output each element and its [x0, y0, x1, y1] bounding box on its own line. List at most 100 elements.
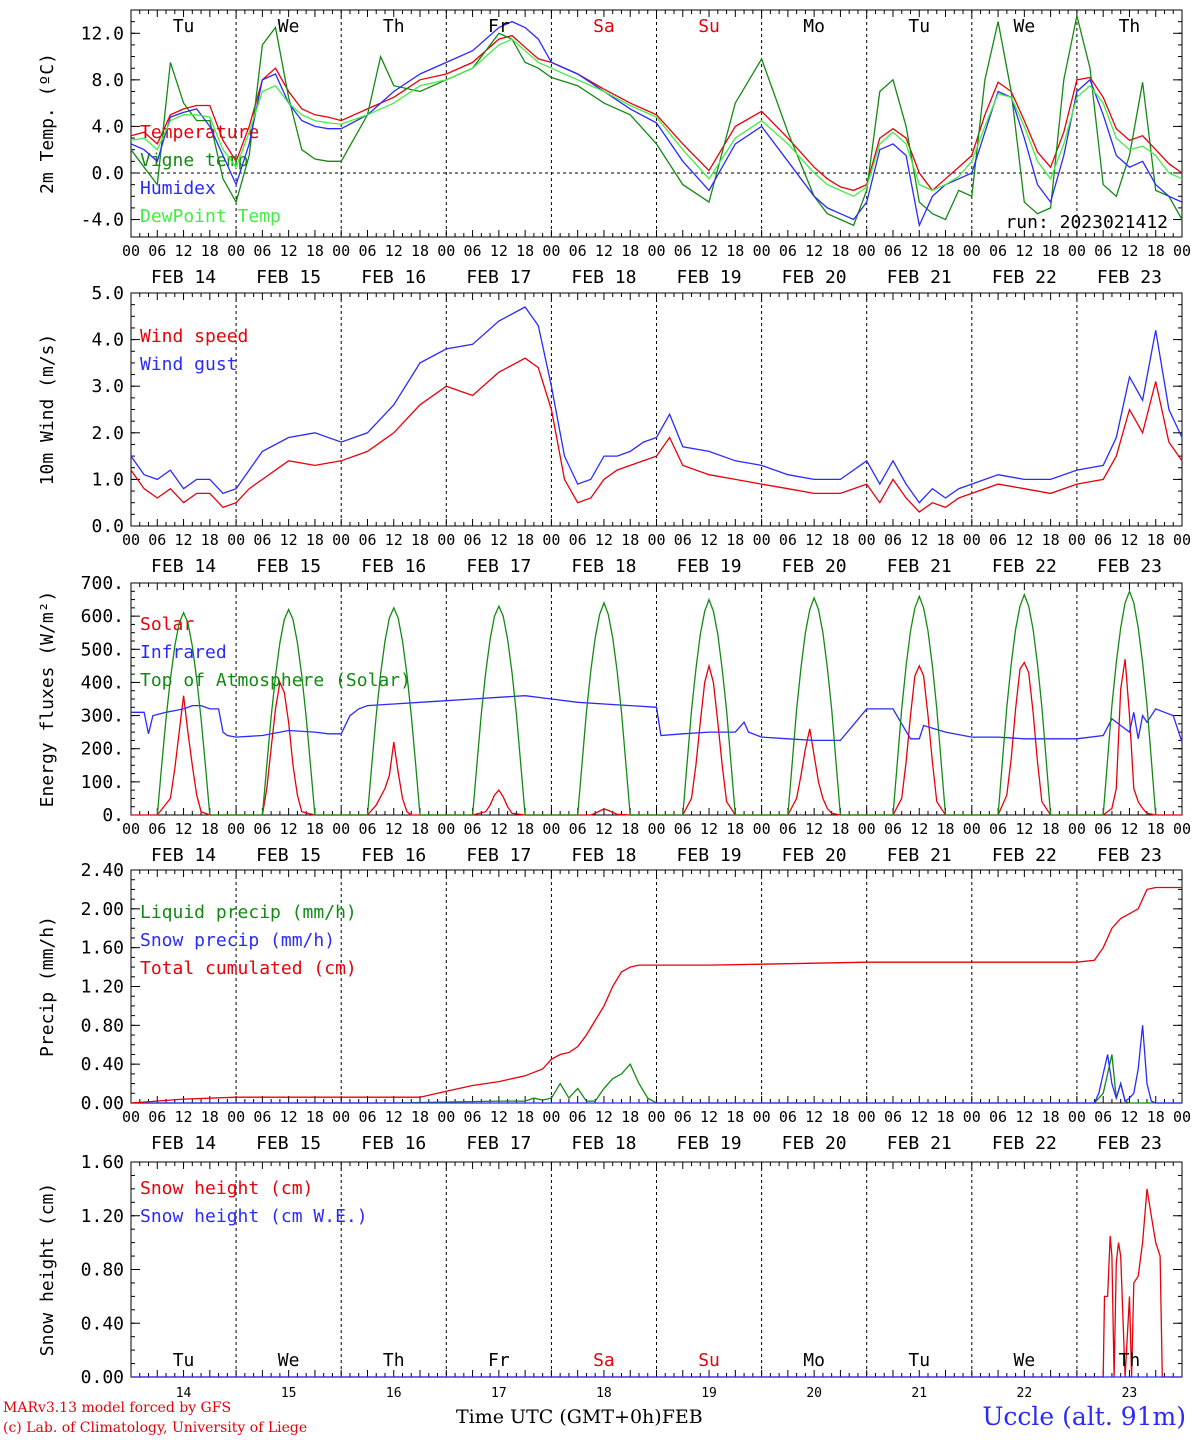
hour-label: 06 [148, 1108, 166, 1126]
hour-label: 18 [306, 1108, 324, 1126]
y-tick-label: 12.0 [81, 23, 124, 44]
hour-label: 18 [1042, 1108, 1060, 1126]
weekday-label: Fr [488, 1350, 510, 1371]
y-tick-label: 1.60 [81, 1152, 124, 1173]
date-label: FEB 23 [1097, 1133, 1162, 1154]
hour-label: 12 [280, 242, 298, 260]
hour-label: 18 [936, 1108, 954, 1126]
y-tick-label: 2.00 [81, 899, 124, 920]
hour-label: 18 [831, 242, 849, 260]
hour-label: 18 [621, 531, 639, 549]
hour-label: 00 [437, 242, 455, 260]
hour-label: 18 [411, 242, 429, 260]
hour-label: 00 [858, 820, 876, 838]
hour-label: 06 [358, 531, 376, 549]
date-label: FEB 17 [466, 1133, 531, 1154]
date-label: FEB 21 [887, 556, 952, 577]
date-label: FEB 14 [151, 1133, 216, 1154]
hour-label: 12 [1120, 242, 1138, 260]
legend-entry: Snow height (cm) [140, 1178, 313, 1199]
date-label: FEB 17 [466, 556, 531, 577]
hour-label: 18 [201, 531, 219, 549]
hour-label: 18 [831, 820, 849, 838]
date-label: FEB 14 [151, 556, 216, 577]
y-tick-label: 100. [81, 772, 124, 793]
hour-label: 12 [1120, 1108, 1138, 1126]
series-line [130, 38, 1183, 198]
hour-label: 00 [1068, 242, 1086, 260]
hour-label: 00 [1173, 820, 1191, 838]
hour-label: 18 [516, 242, 534, 260]
y-axis-label: Precip (mm/h) [37, 916, 58, 1057]
series-line [130, 20, 1183, 228]
hour-label: 18 [201, 820, 219, 838]
hour-label: 12 [910, 531, 928, 549]
hour-label: 06 [674, 531, 692, 549]
series-line [130, 34, 1183, 192]
hour-label: 18 [306, 242, 324, 260]
hour-label: 12 [175, 242, 193, 260]
weekday-label: Su [698, 16, 720, 37]
y-tick-label: 500. [81, 639, 124, 660]
hour-label: 00 [963, 531, 981, 549]
hour-label: 12 [910, 242, 928, 260]
hour-label: 06 [569, 1108, 587, 1126]
weekday-label: Sa [593, 16, 615, 37]
hour-label: 18 [1147, 1108, 1165, 1126]
hour-label: 12 [175, 531, 193, 549]
date-label: FEB 16 [361, 845, 426, 866]
y-axis-label: 10m Wind (m/s) [37, 334, 58, 486]
weekday-label: Tu [908, 1350, 930, 1371]
hour-label: 12 [805, 820, 823, 838]
day-number-label: 21 [911, 1386, 927, 1401]
hour-label: 12 [805, 1108, 823, 1126]
y-tick-label: 4.0 [91, 330, 124, 351]
hour-label: 00 [542, 531, 560, 549]
weekday-label: Th [383, 16, 405, 37]
hour-label: 12 [1015, 531, 1033, 549]
series-line [156, 589, 1157, 816]
date-label: FEB 16 [361, 1133, 426, 1154]
y-tick-label: 0. [102, 805, 124, 826]
y-tick-label: 700. [81, 573, 124, 594]
y-tick-label: 400. [81, 672, 124, 693]
hour-label: 18 [621, 242, 639, 260]
hour-label: 00 [227, 531, 245, 549]
weekday-label: Sa [593, 1350, 615, 1371]
weekday-label: Mo [803, 1350, 825, 1371]
date-label: FEB 22 [992, 1133, 1057, 1154]
hour-label: 12 [1120, 531, 1138, 549]
hour-label: 00 [122, 820, 140, 838]
hour-label: 12 [490, 1108, 508, 1126]
hour-label: 12 [175, 820, 193, 838]
weekday-label: Su [698, 1350, 720, 1371]
hour-label: 06 [779, 531, 797, 549]
hour-label: 12 [595, 531, 613, 549]
hour-label: 06 [779, 1108, 797, 1126]
date-label: FEB 15 [256, 1133, 321, 1154]
hour-label: 06 [569, 531, 587, 549]
hour-label: 06 [989, 1108, 1007, 1126]
hour-label: 06 [358, 1108, 376, 1126]
weekday-label: We [278, 16, 300, 37]
hour-label: 06 [989, 820, 1007, 838]
hour-label: 18 [1042, 820, 1060, 838]
hour-label: 18 [201, 242, 219, 260]
hour-label: 06 [779, 820, 797, 838]
series-line [130, 306, 1183, 504]
day-number-label: 22 [1017, 1386, 1033, 1401]
y-tick-label: 0.00 [81, 1093, 124, 1114]
y-tick-label: 8.0 [91, 70, 124, 91]
hour-label: 06 [989, 242, 1007, 260]
weekday-label: Th [383, 1350, 405, 1371]
hour-label: 00 [753, 1108, 771, 1126]
y-tick-label: 2.40 [81, 860, 124, 881]
legend-entry: Vigne temp [140, 150, 248, 171]
series-line [131, 695, 1183, 743]
date-label: FEB 18 [571, 1133, 636, 1154]
legend-entry: Snow precip (mm/h) [140, 930, 335, 951]
weekday-label: Mo [803, 16, 825, 37]
y-tick-label: 300. [81, 706, 124, 727]
hour-label: 12 [385, 242, 403, 260]
